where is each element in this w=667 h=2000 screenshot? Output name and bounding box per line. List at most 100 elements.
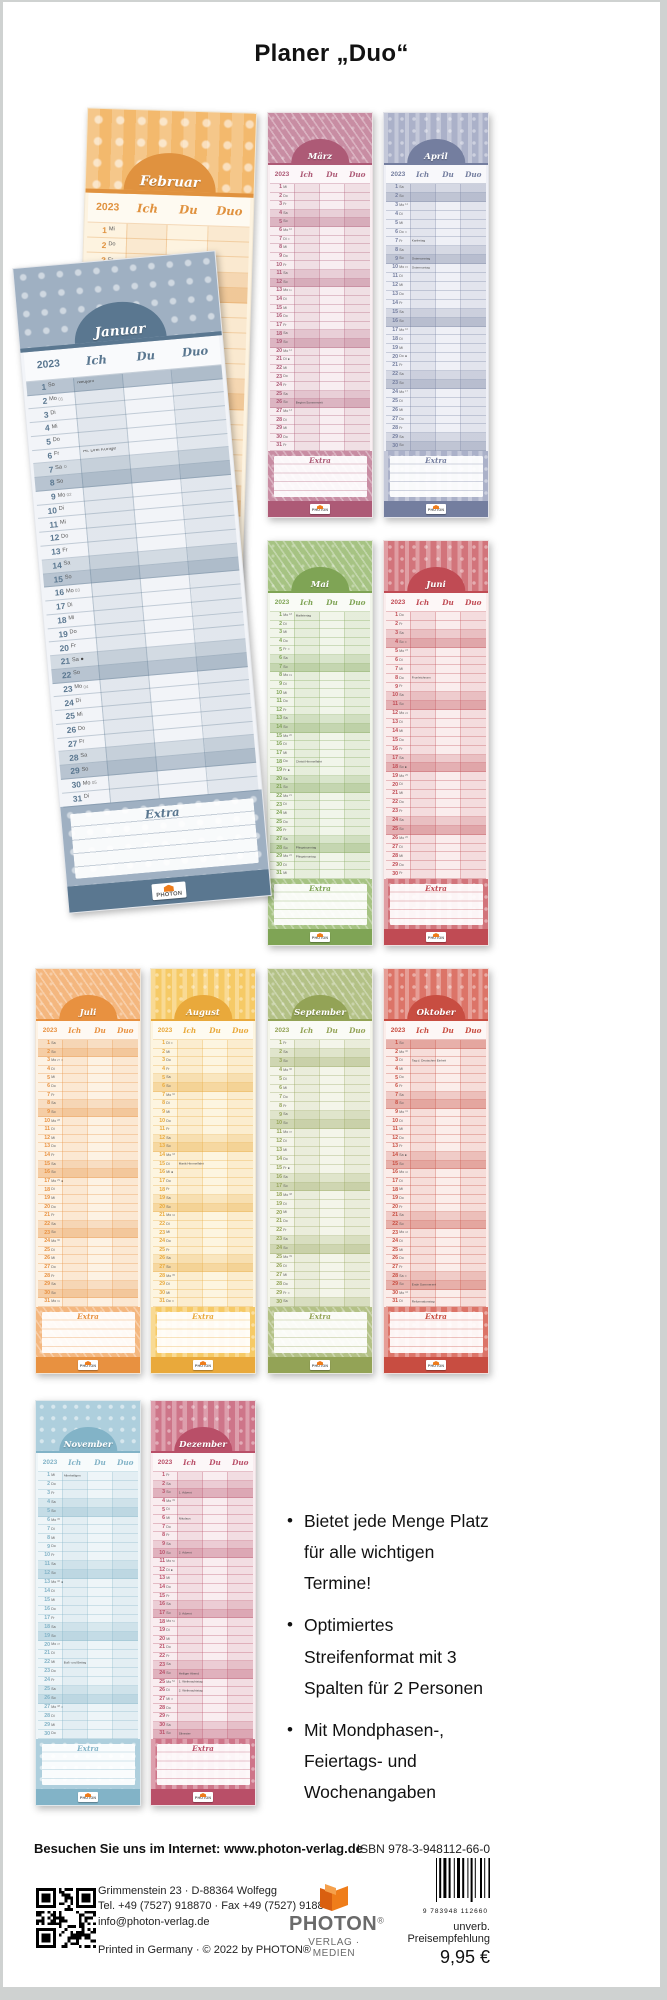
day-row: 6 Do	[38, 1083, 138, 1092]
weekday-label: Fr	[51, 1491, 55, 1496]
column-header-du: Du	[178, 202, 198, 218]
day-row: 8 Do Fronleichnam	[386, 674, 486, 684]
weekday-label: Do	[51, 1482, 56, 1487]
photon-mini-badge: PHOTON	[425, 1360, 447, 1370]
day-row: 7 Fr Karfreitag	[386, 237, 486, 247]
day-row: 18 So ●	[386, 763, 486, 773]
day-row: 5 So	[38, 1507, 138, 1517]
weekday-label: Sa	[283, 331, 288, 336]
week-number: 04	[83, 683, 89, 690]
day-number: 4	[279, 210, 283, 216]
weekday-label: Mo	[166, 1559, 172, 1564]
column-header-du: Du	[209, 1025, 221, 1035]
weekday-label: So	[166, 1731, 171, 1736]
day-row: 17 So 3. Advent	[153, 1609, 253, 1619]
day-number: 15	[53, 573, 64, 585]
weekday-label: Mi	[51, 1473, 55, 1478]
day-number: 8	[162, 1532, 166, 1539]
holiday-label: Neujahr	[76, 380, 95, 386]
weekday-label: Fr	[283, 1290, 287, 1295]
day-number: 5	[162, 1074, 166, 1081]
day-number: 29	[159, 1713, 166, 1720]
holiday-label: Ostersonntag	[411, 257, 431, 261]
day-row: 20 Sa	[270, 775, 370, 785]
day-number: 18	[159, 1618, 166, 1625]
weekday-label: Mo	[51, 1178, 57, 1183]
day-number: 30	[276, 1298, 283, 1305]
day-number: 11	[48, 518, 59, 530]
month-header-stripes-pattern: April	[384, 113, 488, 165]
day-number: 24	[392, 1238, 399, 1245]
weekday-label: Mi	[68, 615, 75, 622]
day-row: 2 Sa	[153, 1480, 253, 1490]
weekday-label: Mo	[166, 1092, 172, 1097]
moon-phase-icon: ●	[171, 1170, 174, 1175]
weekday-label: Mo	[399, 1049, 405, 1054]
day-row: 29 Mi	[270, 425, 370, 434]
column-header-du: Du	[94, 1457, 106, 1467]
moon-phase-icon: ○	[287, 236, 290, 241]
weekday-label: Di	[399, 336, 403, 341]
day-number: 22	[392, 371, 399, 378]
day-row: 8 Sa	[38, 1100, 138, 1109]
month-name-arch: März	[291, 139, 349, 163]
day-number: 5	[279, 646, 283, 653]
weekday-label: Di	[399, 1178, 403, 1183]
bottom-brand-band: PHOTON	[268, 501, 372, 517]
weekday-label: Mi	[283, 871, 287, 876]
day-number: 10	[159, 1117, 166, 1124]
weekday-label: Mi	[399, 1187, 403, 1192]
weekday-label: Do	[283, 819, 288, 824]
photon-mini-badge: PHOTON	[309, 1360, 331, 1370]
week-number: 21	[288, 794, 293, 798]
day-number: 16	[392, 745, 399, 752]
weekday-label: Fr	[51, 1553, 55, 1558]
day-number: 23	[392, 1229, 399, 1236]
day-number: 1	[279, 1040, 283, 1047]
day-number: 12	[276, 706, 283, 713]
weekday-label: Mo	[166, 1152, 172, 1157]
day-row: 2 So	[38, 1048, 138, 1058]
day-row: 20 Do	[38, 1204, 138, 1213]
day-number: 31	[72, 792, 83, 804]
month-header-leaves-pattern: März	[268, 113, 372, 165]
weekday-label: Mo	[399, 203, 405, 208]
photon-mini-icon	[84, 1793, 92, 1798]
day-row: 26 Fr	[270, 827, 370, 836]
day-row: 13 Di	[386, 719, 486, 728]
day-number: 16	[276, 1173, 283, 1180]
day-number: 13	[159, 1143, 166, 1150]
day-number: 17	[392, 754, 399, 761]
weekday-label: Mo	[166, 1619, 172, 1624]
day-row: 1 Di ○	[153, 1040, 253, 1049]
weekday-label: Mi	[51, 423, 58, 430]
day-number: 9	[395, 255, 399, 262]
day-number: 16	[54, 587, 65, 599]
month-name: Oktober	[416, 1008, 456, 1019]
day-number: 17	[159, 1609, 166, 1616]
day-number: 4	[279, 638, 283, 644]
day-number: 26	[159, 1687, 166, 1694]
days-grid: 1 Sa 2 So 3 Mo 27 ○ 4 Di 5 Mi 6 Do 7 Fr 8 Sa 9 So 10 Mo 28 11 Di…	[38, 1040, 138, 1307]
weekday-label: Mo	[283, 733, 289, 738]
weekday-label: Do	[60, 533, 69, 540]
day-number: 26	[44, 1255, 51, 1262]
weekday-label: Di	[283, 621, 287, 626]
extra-notes-box: Extra	[273, 455, 367, 497]
day-number: 28	[159, 1272, 166, 1279]
weekday-label: Mi	[399, 1066, 403, 1071]
day-row: 20 Mo 12	[270, 348, 370, 357]
day-number: 1	[102, 224, 108, 235]
month-name: November	[63, 1440, 113, 1451]
day-number: 29	[69, 765, 81, 777]
extra-section: Extra	[384, 879, 488, 929]
column-header-duo: Duo	[216, 203, 243, 219]
day-number: 19	[276, 339, 283, 346]
weekday-label: Mi	[108, 226, 115, 233]
weekday-label: Mo	[399, 773, 405, 778]
weekday-label: Fr	[283, 768, 287, 773]
